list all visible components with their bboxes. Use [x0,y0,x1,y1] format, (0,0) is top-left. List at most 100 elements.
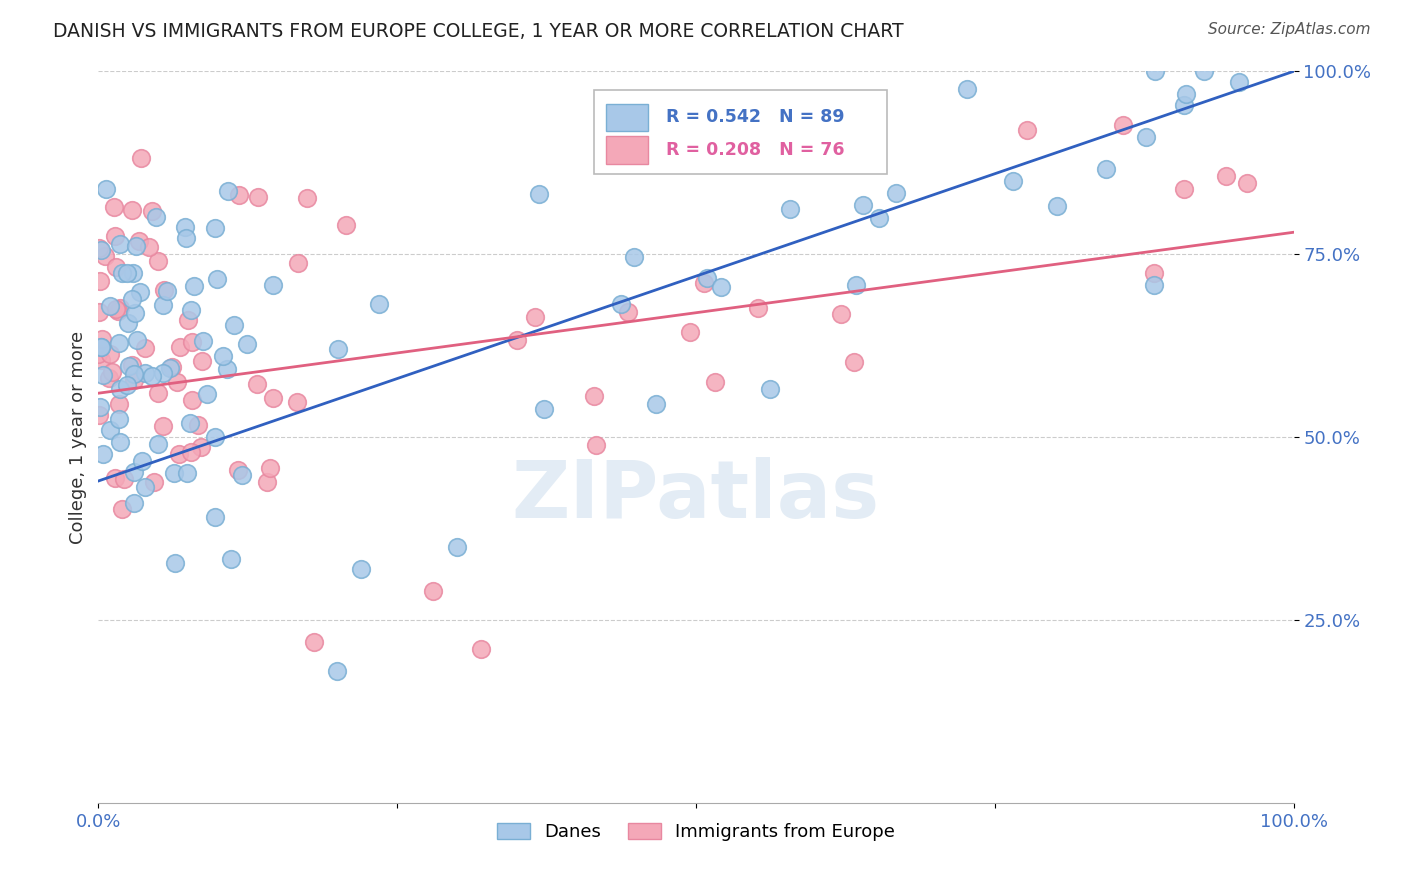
Point [350,562,373,576]
Point [779,202,801,216]
Point [166,375,188,389]
Point [156,284,179,298]
Point [231,467,253,482]
Point [112,472,135,486]
Text: Source: ZipAtlas.com: Source: ZipAtlas.com [1208,22,1371,37]
Point [125,239,148,253]
Point [152,366,174,380]
Point [152,419,174,434]
Point [446,540,468,554]
Point [90,353,112,368]
Point [127,333,149,347]
Point [163,557,186,571]
Point [91,332,114,346]
Point [160,359,183,374]
Point [124,306,146,320]
Point [108,412,131,426]
Point [104,260,127,274]
Point [1001,174,1024,188]
Point [1143,278,1166,293]
Point [1143,266,1166,280]
Point [128,234,150,248]
Point [830,307,852,321]
Point [645,397,668,411]
Point [617,305,640,319]
Point [96,182,118,196]
Point [148,437,170,451]
Point [98,346,121,360]
Point [368,296,391,310]
Point [335,218,357,232]
Point [236,336,259,351]
Point [228,188,250,202]
Point [153,283,176,297]
Point [117,317,139,331]
Point [262,391,284,405]
Point [141,203,163,218]
Point [89,305,111,319]
Point [259,460,281,475]
Point [146,253,169,268]
Point [246,376,269,391]
Point [148,386,170,401]
Point [1175,87,1198,101]
Point [111,266,134,280]
Point [186,418,208,433]
Point [87,347,110,361]
Point [212,350,235,364]
Point [98,299,121,313]
Point [190,440,212,454]
Point [91,368,114,382]
Point [107,303,129,318]
Point [215,362,238,376]
Point [204,429,226,443]
Legend: Danes, Immigrants from Europe: Danes, Immigrants from Europe [489,816,903,848]
Point [191,354,214,368]
Point [89,400,111,414]
Point [884,186,907,200]
Point [222,318,245,332]
Point [117,378,139,392]
Point [1215,169,1237,183]
Point [176,466,198,480]
Point [1173,182,1195,196]
Point [131,454,153,468]
Point [226,463,249,477]
Point [174,231,197,245]
Point [328,342,350,356]
Point [108,301,131,315]
FancyBboxPatch shape [606,136,648,163]
Point [174,220,197,235]
Point [302,635,325,649]
Point [141,368,163,383]
Point [108,336,131,351]
Point [204,510,226,524]
Point [101,365,124,379]
Point [852,198,875,212]
Point [91,447,114,461]
Point [527,187,550,202]
Text: ZIPatlas: ZIPatlas [512,457,880,534]
Point [121,292,143,306]
Point [747,301,769,316]
Point [1094,161,1116,176]
Point [104,470,127,484]
Point [710,280,733,294]
Point [121,203,143,218]
Point [183,279,205,293]
Point [1111,118,1133,132]
FancyBboxPatch shape [595,90,887,174]
Point [195,386,218,401]
Point [180,392,202,407]
Point [122,373,145,387]
Point [108,397,131,411]
Point [122,465,145,479]
Point [180,445,202,459]
Point [693,276,716,290]
Point [470,642,492,657]
Point [179,416,201,430]
Point [219,552,242,566]
Point [90,340,112,354]
Point [1227,75,1250,89]
Point [181,335,204,350]
